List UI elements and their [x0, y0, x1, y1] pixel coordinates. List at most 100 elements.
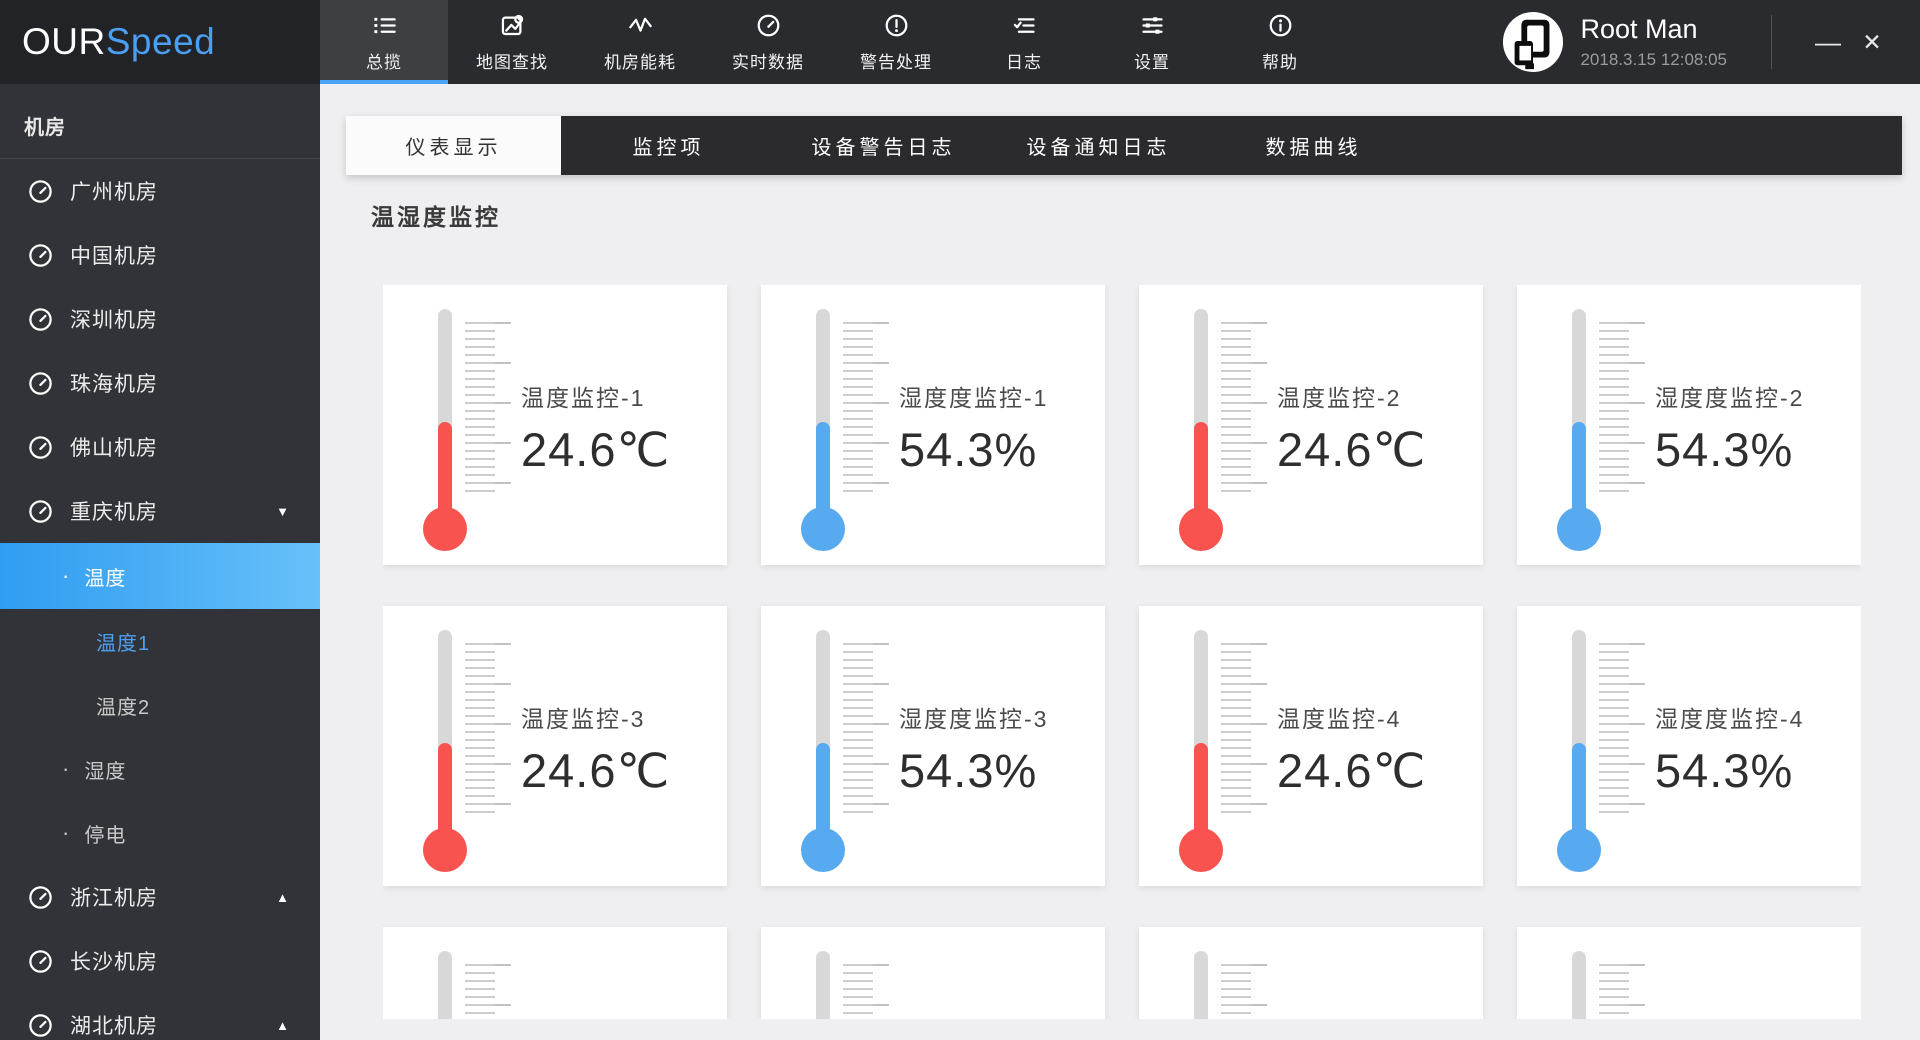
- bullet-icon: ·: [62, 756, 71, 781]
- sidebar-item-label: 珠海机房: [70, 373, 158, 396]
- tab-设备警告日志[interactable]: 设备警告日志: [811, 137, 956, 159]
- tab-设备通知日志[interactable]: 设备通知日志: [1026, 137, 1171, 159]
- monitor-card-温度监控-4: 温度监控-4 24.6℃: [1139, 606, 1483, 886]
- sidebar-item-label: 湖北机房: [70, 1015, 158, 1038]
- bullet-icon: ·: [62, 820, 71, 845]
- nav-item-日志[interactable]: 日志: [960, 0, 1088, 84]
- card-value: 24.6℃: [1277, 744, 1427, 797]
- sidebar-subitem-温度1[interactable]: 温度1: [0, 609, 320, 673]
- thermometer-scale-ticks: [843, 964, 889, 1019]
- sidebar-item-label: 佛山机房: [70, 437, 158, 460]
- info-circle-icon: [1269, 14, 1291, 36]
- sliders-icon: [1141, 16, 1163, 34]
- nav-item-实时数据[interactable]: 实时数据: [704, 0, 832, 84]
- sidebar: 机房 广州机房 中国机房 深圳机房珠海机房佛山机房重庆机房 ▼ · 温度 温度1 温度2 · 湿度…: [0, 84, 320, 1040]
- card-info: 温度监控-2 24.6℃: [1277, 379, 1426, 478]
- nav-item-label: 警告处理: [860, 52, 932, 72]
- sidebar-section-title: 机房: [0, 84, 320, 159]
- nav-item-帮助[interactable]: 帮助: [1216, 0, 1344, 84]
- tab-数据曲线[interactable]: 数据曲线: [1265, 137, 1362, 159]
- card-info: 湿度度监控-4 54.3%: [1655, 700, 1804, 798]
- nav-item-总揽[interactable]: 总揽: [320, 0, 448, 84]
- header-divider: [1771, 15, 1772, 69]
- thermometer-scale-ticks: [465, 964, 511, 1019]
- ourspeed-logo-avatar-icon: [1503, 11, 1564, 73]
- content-tabbar: 仪表显示 监控项 设备警告日志 设备通知日志 数据曲线: [346, 116, 1902, 175]
- nav-item-警告处理[interactable]: 警告处理: [832, 0, 960, 84]
- sidebar-item-长沙机房[interactable]: 长沙机房: [0, 929, 320, 993]
- tab-仪表显示[interactable]: 仪表显示: [346, 116, 561, 175]
- chevron-up-icon[interactable]: ▲: [276, 889, 290, 905]
- user-name: Root Man: [1580, 14, 1698, 44]
- gauge-mini-icon: [29, 307, 52, 331]
- alert-circle-icon: [885, 14, 907, 36]
- thermometer-bulb: [1179, 828, 1223, 872]
- nav-item-label: 地图查找: [476, 52, 548, 72]
- sidebar-subitem-温度[interactable]: · 温度: [0, 543, 320, 609]
- thermometer-fill: [438, 422, 452, 523]
- logo-area: OURSpeed: [0, 0, 320, 84]
- thermometer-scale-ticks: [1221, 322, 1267, 492]
- overview-list-icon: [373, 17, 396, 33]
- nav-item-label: 日志: [1006, 52, 1042, 72]
- monitor-card-温度监控-1: 温度监控-1 24.6℃: [383, 285, 727, 565]
- logo-prefix: OUR: [22, 21, 106, 62]
- sidebar-item-广州机房[interactable]: 广州机房: [0, 159, 320, 223]
- sidebar-item-label: 浙江机房: [70, 887, 158, 910]
- card-value: 24.6℃: [521, 423, 671, 476]
- card-label: 温度监控-1: [521, 385, 646, 411]
- thermometer-fill: [438, 743, 452, 844]
- card-label: 温度监控-3: [521, 706, 646, 732]
- sidebar-item-湖北机房[interactable]: 湖北机房 ▲: [0, 993, 320, 1040]
- sidebar-item-深圳机房[interactable]: 深圳机房: [0, 287, 320, 351]
- gauge-mini-icon: [29, 1013, 52, 1037]
- sidebar-item-重庆机房[interactable]: 重庆机房 ▼: [0, 479, 320, 543]
- thermometer-bulb: [801, 828, 845, 872]
- nav-item-label: 帮助: [1262, 52, 1298, 72]
- gauge-mini-icon: [29, 371, 52, 395]
- thermometer-scale-ticks: [843, 643, 889, 813]
- thermometer-tube: [438, 951, 452, 1019]
- thermometer-tube: [1572, 951, 1586, 1019]
- thermometer-scale-ticks: [1599, 322, 1645, 492]
- sidebar-subitem-停电[interactable]: · 停电: [0, 801, 320, 865]
- monitor-card-partial: [1139, 927, 1483, 1019]
- nav-item-机房能耗[interactable]: 机房能耗: [576, 0, 704, 84]
- nav-item-地图查找[interactable]: 地图查找: [448, 0, 576, 84]
- log-list-icon: [1013, 17, 1035, 33]
- sidebar-item-珠海机房[interactable]: 珠海机房: [0, 351, 320, 415]
- thermometer-bulb: [1557, 507, 1601, 551]
- sidebar-room-list: 广州机房 中国机房 深圳机房珠海机房佛山机房重庆机房 ▼ · 温度 温度1 温度2 · 湿度 · 停电…: [0, 159, 320, 1040]
- current-datetime: 2018.3.15 12:08:05: [1580, 50, 1727, 69]
- monitor-cards-grid: 温度监控-1 24.6℃ 湿度度监控-1 54.3% 温度监控-2 24.6℃ 湿度度监控-…: [383, 285, 1861, 1019]
- chevron-down-icon[interactable]: ▼: [276, 503, 290, 519]
- tab-监控项[interactable]: 监控项: [632, 137, 705, 159]
- thermometer-fill: [816, 422, 830, 523]
- app-logo: OURSpeed: [22, 21, 215, 63]
- nav-item-设置[interactable]: 设置: [1088, 0, 1216, 84]
- card-info: 温度监控-4 24.6℃: [1277, 700, 1426, 799]
- minimize-button[interactable]: —: [1815, 26, 1841, 57]
- top-nav: 总揽 地图查找 机房能耗 实时数据 警告处理 日志 设置 帮助: [320, 0, 1344, 84]
- thermometer-scale-ticks: [465, 322, 511, 492]
- monitor-card-湿度度监控-4: 湿度度监控-4 54.3%: [1517, 606, 1861, 886]
- close-button[interactable]: ✕: [1862, 28, 1882, 55]
- chevron-up-icon[interactable]: ▲: [276, 1017, 290, 1033]
- sidebar-item-浙江机房[interactable]: 浙江机房 ▲: [0, 865, 320, 929]
- card-value: 24.6℃: [1277, 423, 1427, 476]
- monitor-card-湿度度监控-3: 湿度度监控-3 54.3%: [761, 606, 1105, 886]
- gauge-icon: [757, 14, 779, 36]
- sidebar-subitem-湿度[interactable]: · 湿度: [0, 737, 320, 801]
- monitor-card-湿度度监控-2: 湿度度监控-2 54.3%: [1517, 285, 1861, 565]
- card-info: 温度监控-3 24.6℃: [521, 700, 670, 799]
- thermometer-fill: [1194, 422, 1208, 523]
- sidebar-item-中国机房[interactable]: 中国机房: [0, 223, 320, 287]
- sidebar-item-佛山机房[interactable]: 佛山机房: [0, 415, 320, 479]
- monitor-card-温度监控-2: 温度监控-2 24.6℃: [1139, 285, 1483, 565]
- user-avatar[interactable]: [1502, 11, 1564, 73]
- sidebar-subitem-温度2[interactable]: 温度2: [0, 673, 320, 737]
- card-label: 温度监控-4: [1277, 706, 1402, 732]
- nav-item-label: 实时数据: [732, 52, 804, 72]
- gauge-mini-icon: [29, 435, 52, 459]
- monitor-card-partial: [761, 927, 1105, 1019]
